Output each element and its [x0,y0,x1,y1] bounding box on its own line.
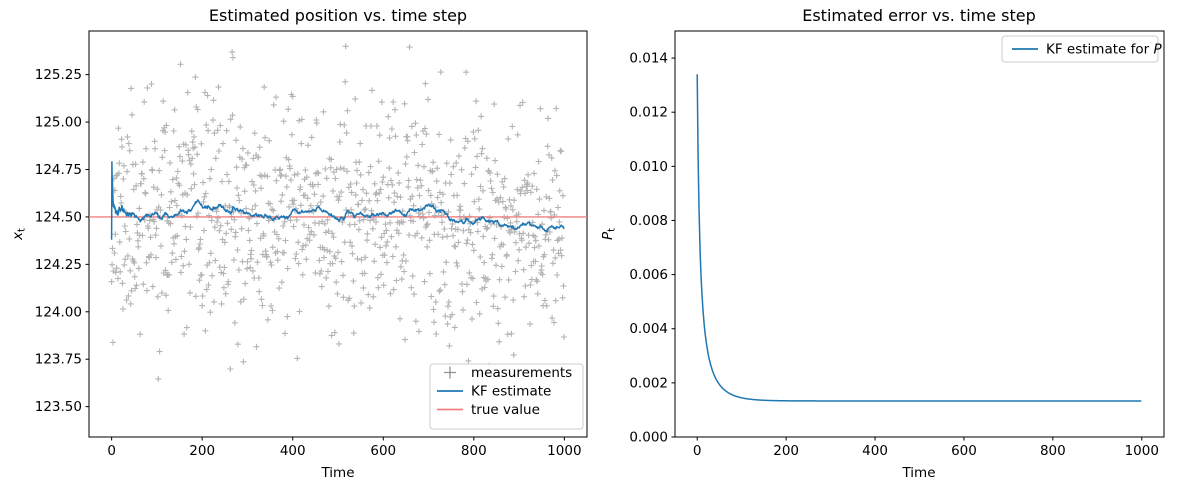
error-plot-frame [674,30,1165,438]
y-tick-label: 0.006 [629,267,668,283]
y-tick-label: 125.25 [35,67,82,83]
kf-estimate-line [110,161,565,240]
position-plot-title: Estimated position vs. time step [209,6,467,25]
x-tick-label: 200 [773,443,799,459]
legend-label-kf-estimate: KF estimate [471,384,551,400]
legend-item-true-value: true value [437,402,540,418]
x-tick-label: 0 [693,443,702,459]
position-yaxis-label: xt [10,228,28,241]
error-yaxis-label: Pt [600,228,618,240]
position-plot-frame [88,30,588,438]
x-tick-label: 800 [1040,443,1066,459]
x-tick-label: 1000 [1125,443,1159,459]
y-tick-label: 123.50 [35,399,82,415]
legend-item-kf-error: KF estimate for P [1012,42,1162,58]
error-xaxis-label: Time [901,465,935,481]
x-tick-label: 600 [370,443,396,459]
error-plot-data [696,74,1142,402]
y-tick-label: 0.014 [629,51,668,67]
legend-item-kf-estimate: KF estimate [437,384,551,400]
position-plot-data [89,43,587,382]
y-tick-label: 0.008 [629,213,668,229]
legend-label-true-value: true value [471,402,540,418]
y-tick-label: 124.50 [35,209,82,225]
x-tick-label: 1000 [547,443,581,459]
error-legend-box [1001,35,1159,63]
measurements-scatter [108,43,567,382]
y-tick-label: 0.004 [629,321,668,337]
x-tick-label: 0 [107,443,116,459]
error-plot-title: Estimated error vs. time step [802,6,1036,25]
kf-error-line [696,74,1142,402]
x-tick-label: 800 [461,443,487,459]
y-tick-label: 123.75 [35,352,82,368]
plus-marker-icon [444,366,456,379]
legend-label-measurements: measurements [471,365,572,381]
position-legend: measurements KF estimate true value [429,363,584,430]
error-legend: KF estimate for P [1001,35,1162,63]
subplot-position: Estimated position vs. time step Time xt… [10,6,588,481]
y-tick-label: 125.00 [35,115,82,131]
y-tick-label: 0.000 [629,430,668,446]
legend-item-measurements: measurements [444,365,572,381]
x-tick-label: 600 [951,443,977,459]
position-xaxis-label: Time [320,465,354,481]
error-axis-ticks: 0 200 400 600 800 1000 0.000 0.002 0.004 0.006 0.0… [629,51,1159,459]
y-tick-label: 124.25 [35,257,82,273]
y-tick-label: 124.00 [35,304,82,320]
x-tick-label: 400 [862,443,888,459]
y-tick-label: 0.002 [629,375,668,391]
y-tick-label: 124.75 [35,162,82,178]
position-legend-box [429,363,584,430]
legend-label-kf-error: KF estimate for P [1046,42,1162,58]
y-tick-label: 0.012 [629,105,668,121]
x-tick-label: 400 [280,443,306,459]
subplot-error: Estimated error vs. time step Time Pt 0 2… [600,6,1165,481]
position-axis-ticks: 0 200 400 600 800 1000 123.50 123.75 124.00 124.2… [35,67,582,459]
x-tick-label: 200 [189,443,215,459]
y-tick-label: 0.010 [629,159,668,175]
